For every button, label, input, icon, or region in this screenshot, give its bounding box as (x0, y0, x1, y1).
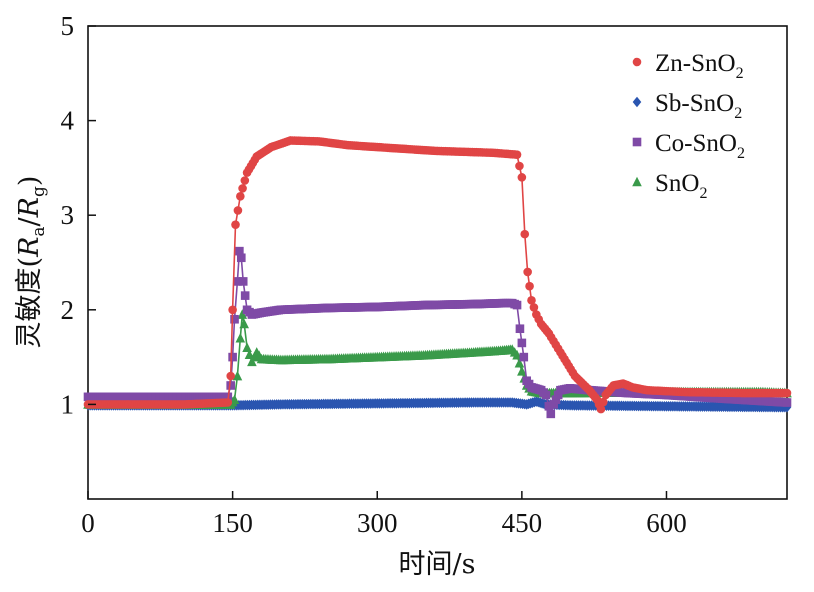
y-axis-label-part: a (29, 226, 49, 236)
data-point-sno2 (229, 394, 240, 404)
data-point-co-sno2 (226, 381, 235, 390)
x-tick-label: 150 (212, 508, 253, 538)
data-point-zn-sno2 (523, 267, 532, 277)
data-point-sno2 (512, 349, 522, 360)
data-point-zn-sno2 (238, 184, 247, 193)
data-point-zn-sno2 (233, 206, 243, 215)
y-axis-label-part: / (14, 216, 45, 226)
legend-marker-sb-sno2 (632, 96, 642, 108)
x-tick-label: 600 (646, 508, 687, 538)
data-point-sno2 (237, 309, 248, 319)
data-point-sno2 (235, 332, 246, 343)
data-point-zn-sno2 (596, 404, 606, 414)
data-point-co-sno2 (240, 291, 250, 300)
data-point-co-sno2 (551, 395, 561, 404)
data-point-zn-sno2 (515, 161, 524, 171)
data-point-sno2 (239, 318, 249, 329)
data-point-co-sno2 (541, 390, 551, 400)
y-tick-label: 2 (61, 295, 75, 325)
data-point-zn-sno2 (599, 397, 608, 407)
y-axis-label-part: 灵敏度( (14, 257, 45, 349)
legend-marker-zn-sno2 (632, 57, 642, 67)
legend-marker-co-sno2 (632, 137, 642, 147)
plot-frame (87, 25, 788, 500)
data-point-co-sno2 (549, 400, 558, 409)
x-axis-label: 时间/s (399, 549, 476, 580)
data-point-sno2 (242, 342, 252, 352)
data-point-co-sno2 (236, 253, 246, 263)
data-point-zn-sno2 (236, 191, 245, 201)
data-point-co-sno2 (782, 398, 792, 407)
series-zn-sno2 (83, 136, 792, 414)
legend-label-zn-sno2: Zn-SnO2 (655, 50, 744, 82)
legend-label-co-sno2: Co-SnO2 (655, 130, 745, 162)
data-point-zn-sno2 (226, 371, 235, 381)
ticks-layer: 0 150 300 450 600 1 2 3 4 5 (61, 11, 687, 538)
data-point-zn-sno2 (520, 229, 530, 239)
data-point-sno2 (514, 357, 525, 368)
data-point-zn-sno2 (517, 173, 527, 182)
y-axis-label-part: R (14, 237, 45, 258)
data-point-co-sno2 (546, 409, 556, 419)
x-tick-label: 450 (502, 508, 543, 538)
y-tick-label: 5 (61, 11, 75, 41)
data-point-co-sno2 (228, 352, 237, 362)
legend-marker-sno2 (632, 176, 642, 187)
y-axis-label-part: ) (14, 176, 45, 187)
y-axis-label-part: R (14, 197, 45, 218)
legend-label-sno2: SnO2 (655, 170, 707, 202)
data-point-co-sno2 (230, 314, 239, 324)
data-point-zn-sno2 (529, 303, 539, 312)
series-co-sno2 (83, 246, 792, 419)
data-point-zn-sno2 (527, 296, 536, 305)
data-point-co-sno2 (553, 390, 563, 400)
data-point-co-sno2 (519, 352, 529, 362)
y-tick-label: 3 (61, 200, 75, 230)
data-point-co-sno2 (544, 401, 554, 411)
data-point-co-sno2 (235, 246, 244, 256)
data-point-zn-sno2 (228, 305, 237, 315)
x-tick-label: 300 (357, 508, 398, 538)
legend-label-sb-sno2: Sb-SnO2 (655, 90, 742, 122)
series-layer (83, 136, 792, 419)
data-point-co-sno2 (517, 338, 527, 348)
data-point-zn-sno2 (240, 176, 250, 185)
y-axis-label-part: g (29, 186, 49, 197)
y-axis-label: 灵敏度(Ra/Rg) (14, 176, 49, 349)
data-point-co-sno2 (515, 324, 525, 334)
data-point-zn-sno2 (231, 220, 240, 229)
y-tick-label: 1 (61, 389, 75, 419)
data-point-zn-sno2 (782, 388, 792, 398)
data-point-zn-sno2 (223, 398, 233, 407)
data-point-sno2 (232, 370, 243, 381)
data-point-sb-sno2 (782, 401, 792, 413)
data-point-zn-sno2 (512, 150, 522, 159)
data-point-zn-sno2 (525, 281, 534, 291)
data-point-co-sno2 (238, 277, 248, 286)
x-tick-label: 0 (81, 508, 95, 538)
legend: Zn-SnO2 Sb-SnO2 Co-SnO2 SnO2 (632, 50, 745, 202)
data-point-co-sno2 (233, 277, 242, 286)
y-tick-label: 4 (61, 106, 75, 136)
data-point-co-sno2 (512, 300, 522, 310)
